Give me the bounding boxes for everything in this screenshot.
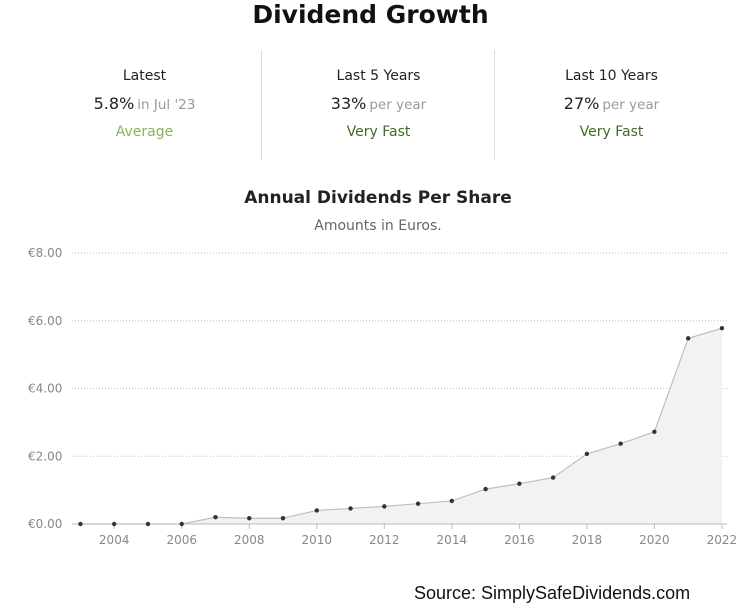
- stat-value: 33%: [330, 94, 367, 113]
- data-point: [247, 516, 252, 521]
- x-tick-label: 2006: [166, 533, 197, 547]
- x-tick-label: 2010: [302, 533, 333, 547]
- stat-value: 5.8%: [93, 94, 135, 113]
- data-point: [314, 508, 319, 513]
- data-point: [719, 326, 725, 331]
- stat-label: Latest: [122, 68, 167, 84]
- y-tick-label: €8.00: [28, 246, 62, 260]
- data-point: [145, 521, 151, 527]
- data-point: [382, 504, 387, 509]
- data-point: [449, 498, 455, 504]
- x-tick-label: 2022: [707, 533, 738, 547]
- x-tick-label: 2016: [504, 533, 535, 547]
- y-tick-label: €2.00: [28, 449, 62, 463]
- stat-rating: Average: [115, 124, 174, 140]
- x-tick-label: 2020: [639, 533, 670, 547]
- stat-suffix: per year: [369, 97, 427, 113]
- data-point: [517, 481, 522, 486]
- area-fill: [80, 328, 722, 524]
- x-tick-label: 2012: [369, 533, 400, 547]
- source-credit: Source: SimplySafeDividends.com: [414, 583, 691, 603]
- data-point: [112, 521, 117, 527]
- x-tick-label: 2008: [234, 533, 265, 547]
- stat-label: Last 10 Years: [565, 68, 658, 84]
- dividend-growth-stats: Latest 5.8% in Jul '23 Average Last 5 Yea…: [28, 50, 728, 160]
- stat-value: 27%: [563, 94, 600, 113]
- data-point: [213, 515, 218, 520]
- stat-value-row: 33% per year: [262, 94, 495, 113]
- stat-label: Last 5 Years: [336, 68, 421, 84]
- y-tick-label: €0.00: [28, 517, 62, 531]
- stat-value-row: 27% per year: [495, 94, 728, 113]
- data-point: [550, 475, 556, 480]
- stat-rating: Very Fast: [579, 124, 644, 140]
- data-point: [415, 501, 421, 506]
- x-tick-label: 2018: [572, 533, 603, 547]
- data-point: [179, 521, 184, 527]
- data-point: [483, 486, 488, 492]
- y-tick-label: €4.00: [28, 382, 62, 396]
- data-point: [78, 521, 83, 527]
- series-line: [80, 327, 723, 525]
- stat-latest: Latest 5.8% in Jul '23 Average: [28, 50, 261, 160]
- x-tick-label: 2004: [99, 533, 130, 547]
- data-point: [652, 429, 657, 435]
- stat-suffix: in Jul '23: [137, 97, 196, 113]
- page-title: Dividend Growth: [252, 0, 489, 29]
- data-point: [685, 336, 691, 341]
- data-point: [618, 441, 623, 446]
- x-tick-label: 2014: [437, 533, 468, 547]
- stat-value-row: 5.8% in Jul '23: [28, 94, 261, 113]
- stat-suffix: per year: [602, 97, 660, 113]
- data-point: [584, 451, 590, 457]
- y-tick-label: €6.00: [28, 314, 62, 328]
- stat-last-5-years: Last 5 Years 33% per year Very Fast: [261, 50, 495, 160]
- stat-rating: Very Fast: [346, 124, 411, 140]
- data-point: [280, 516, 286, 521]
- chart-subtitle: Amounts in Euros.: [314, 218, 442, 234]
- stat-last-10-years: Last 10 Years 27% per year Very Fast: [494, 50, 728, 160]
- chart-title: Annual Dividends Per Share: [244, 188, 512, 208]
- data-point: [348, 506, 353, 511]
